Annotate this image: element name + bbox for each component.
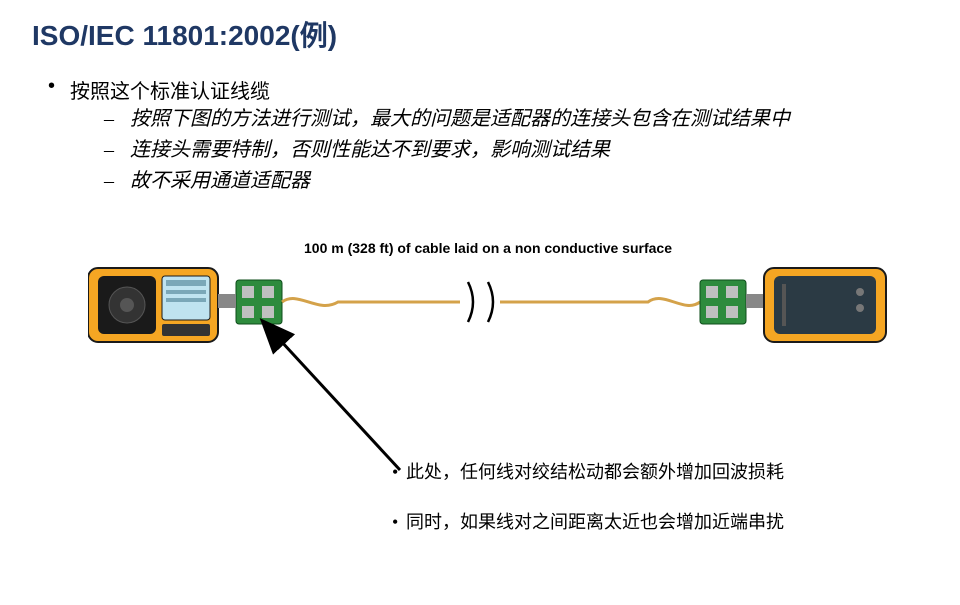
dash-icon: – bbox=[104, 166, 130, 197]
sub-bullet-text: 连接头需要特制，否则性能达不到要求，影响测试结果 bbox=[130, 139, 610, 161]
callout-note-text: 此处，任何线对绞结松动都会额外增加回波损耗 bbox=[406, 462, 784, 482]
callout-note: •同时，如果线对之间距离太近也会增加近端串扰 bbox=[392, 508, 784, 534]
cable-left bbox=[282, 299, 460, 306]
bullet-level1: •按照这个标准认证线缆 bbox=[48, 75, 270, 104]
diagram-svg bbox=[88, 240, 888, 360]
callout-note-text: 同时，如果线对之间距离太近也会增加近端串扰 bbox=[406, 512, 784, 532]
right-adapter-icon bbox=[700, 280, 764, 324]
remote-tester-icon bbox=[764, 268, 886, 342]
sub-bullet-text: 故不采用通道适配器 bbox=[130, 170, 310, 192]
sub-bullet-item: –按照下图的方法进行测试，最大的问题是适配器的连接头包含在测试结果中 bbox=[104, 104, 790, 135]
bullet-dot-icon: • bbox=[392, 462, 406, 483]
left-adapter-icon bbox=[218, 280, 282, 324]
test-setup-diagram: 100 m (328 ft) of cable laid on a non co… bbox=[88, 240, 888, 360]
bullet-dot-icon: • bbox=[48, 75, 70, 98]
main-tester-icon bbox=[88, 268, 218, 342]
bullet-dot-icon: • bbox=[392, 512, 406, 533]
sub-bullet-text: 按照下图的方法进行测试，最大的问题是适配器的连接头包含在测试结果中 bbox=[130, 108, 790, 130]
sub-bullet-item: –故不采用通道适配器 bbox=[104, 166, 790, 197]
cable-length-label: 100 m (328 ft) of cable laid on a non co… bbox=[88, 240, 888, 256]
callout-note: •此处，任何线对绞结松动都会额外增加回波损耗 bbox=[392, 458, 784, 484]
slide-title: ISO/IEC 11801:2002(例) bbox=[32, 14, 337, 54]
dash-icon: – bbox=[104, 135, 130, 166]
bullet-level1-text: 按照这个标准认证线缆 bbox=[70, 81, 270, 103]
dash-icon: – bbox=[104, 104, 130, 135]
sub-bullet-item: –连接头需要特制，否则性能达不到要求，影响测试结果 bbox=[104, 135, 790, 166]
cable-right bbox=[500, 299, 700, 306]
cable-break-icon bbox=[468, 282, 493, 322]
sub-bullet-list: –按照下图的方法进行测试，最大的问题是适配器的连接头包含在测试结果中 –连接头需… bbox=[104, 104, 790, 197]
